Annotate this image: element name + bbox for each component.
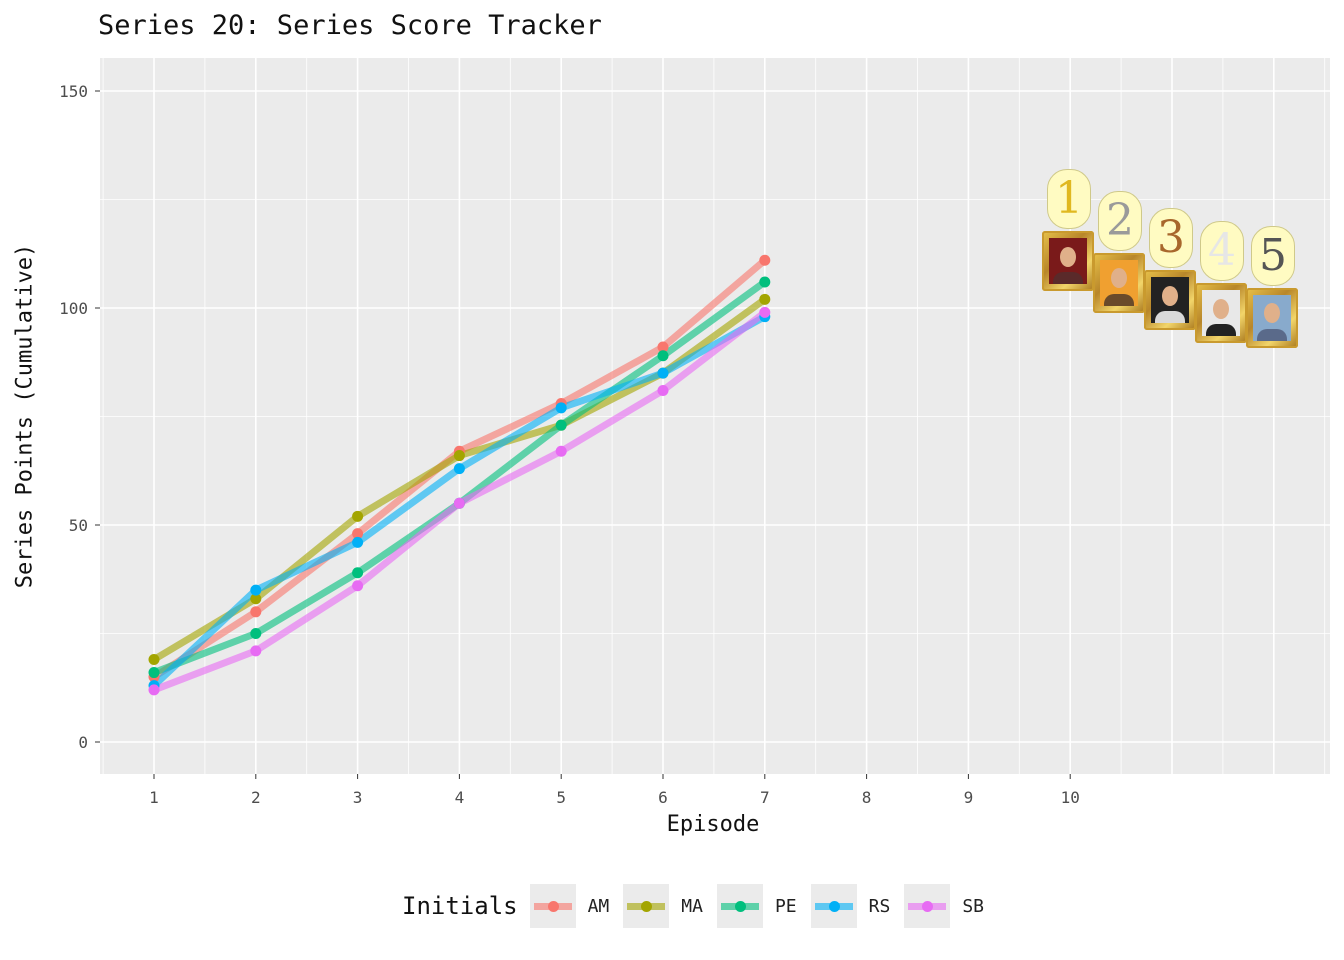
data-point-sb: [759, 306, 771, 318]
x-tick-label: 9: [964, 788, 974, 807]
x-tick-label: 2: [251, 788, 261, 807]
data-point-am: [352, 528, 364, 540]
legend-key: [716, 884, 763, 928]
legend-item-am: AM: [529, 884, 610, 928]
data-point-rs: [352, 536, 364, 548]
data-point-am: [250, 606, 262, 618]
x-tick-label: 7: [760, 788, 770, 807]
data-point-rs: [453, 463, 465, 475]
chart-title: Series 20: Series Score Tracker: [98, 10, 602, 41]
x-tick-label: 1: [149, 788, 159, 807]
data-point-pe: [555, 419, 567, 431]
data-point-sb: [657, 384, 669, 396]
legend-key: [623, 884, 670, 928]
data-point-ma: [759, 293, 771, 305]
y-tick-label: 50: [69, 516, 88, 535]
contestant-portrait-sb: [1195, 283, 1247, 344]
x-axis-label: Episode: [666, 812, 760, 837]
axes: 0 50 100 150 1 2 3 4 5 6 7 8 9 10: [59, 82, 1080, 807]
portrait-face: [1060, 246, 1076, 267]
rank-badge-4: 4: [1200, 221, 1244, 282]
legend-label: AM: [587, 895, 610, 917]
legend-label: MA: [681, 895, 703, 917]
legend-item-ma: MA: [623, 884, 703, 928]
legend-item-rs: RS: [810, 884, 891, 928]
data-point-sb: [352, 580, 364, 592]
portrait-face: [1162, 285, 1178, 306]
legend-key: [904, 884, 951, 928]
legend-label: PE: [774, 895, 797, 917]
data-point-pe: [657, 350, 669, 362]
legend: Initials AM MA PE RS SB: [402, 884, 998, 928]
data-point-pe: [352, 567, 364, 579]
data-point-ma: [250, 593, 262, 605]
legend-key: [810, 884, 857, 928]
data-point-rs: [657, 367, 669, 379]
series-points: [148, 254, 771, 696]
contestant-portrait-pe: [1093, 252, 1145, 313]
data-point-sb: [250, 645, 262, 657]
rank-badge-5: 5: [1251, 225, 1295, 286]
data-point-sb: [148, 684, 160, 696]
legend-label: SB: [962, 895, 985, 917]
legend-item-pe: PE: [716, 884, 797, 928]
x-tick-label: 10: [1061, 788, 1080, 807]
data-point-pe: [759, 276, 771, 288]
data-point-ma: [453, 450, 465, 462]
data-point-pe: [148, 667, 160, 679]
legend-label: RS: [868, 895, 891, 917]
y-axis-label: Series Points (Cumulative): [12, 243, 38, 589]
portrait-face: [1264, 303, 1280, 324]
portrait-face: [1111, 268, 1127, 289]
legend-title: Initials: [402, 892, 518, 920]
y-tick-label: 0: [78, 733, 88, 752]
contestant-portrait-ma: [1144, 270, 1196, 331]
x-tick-label: 8: [862, 788, 872, 807]
contestant-portrait-am: [1042, 231, 1094, 292]
legend-item-sb: SB: [904, 884, 984, 928]
y-tick-label: 100: [59, 299, 88, 318]
rank-badge-1: 1: [1047, 169, 1091, 230]
x-tick-label: 4: [455, 788, 465, 807]
data-point-rs: [555, 402, 567, 414]
data-point-am: [657, 341, 669, 353]
data-point-ma: [352, 510, 364, 522]
data-point-rs: [250, 584, 262, 596]
rank-badge-3: 3: [1149, 208, 1193, 269]
data-point-sb: [555, 445, 567, 457]
data-point-sb: [453, 497, 465, 509]
data-point-pe: [250, 628, 262, 639]
x-tick-label: 5: [556, 788, 566, 807]
contestant-portrait-rs: [1246, 287, 1298, 348]
y-tick-label: 150: [59, 82, 88, 101]
portrait-face: [1213, 298, 1229, 319]
rank-badge-2: 2: [1098, 190, 1142, 251]
data-point-am: [759, 254, 771, 266]
plot-panel: [100, 58, 1330, 774]
legend-key: [529, 884, 576, 928]
data-point-ma: [148, 654, 160, 666]
x-tick-label: 3: [353, 788, 363, 807]
x-tick-label: 6: [658, 788, 668, 807]
